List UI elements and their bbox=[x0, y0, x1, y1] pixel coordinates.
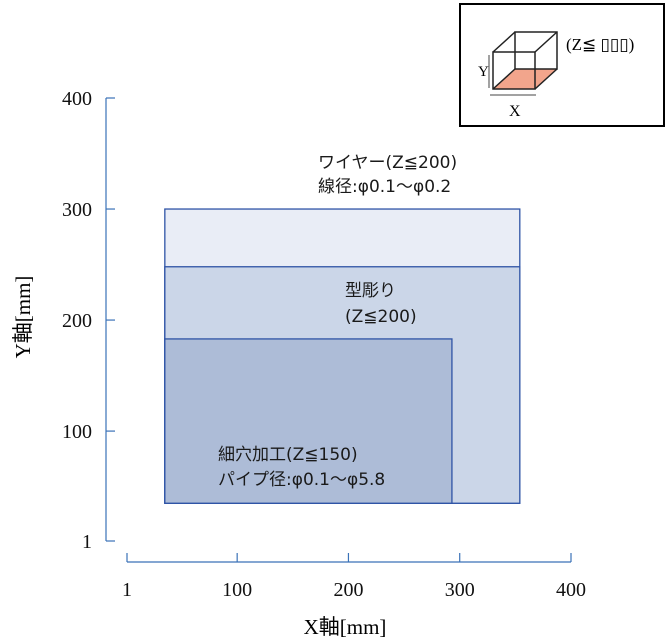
x-axis-label: X軸[mm] bbox=[304, 615, 387, 639]
region-labels-layer: ワイヤー(Z≦200) 線径:φ0.1～φ0.2 型彫り (Z≦200) 細穴加工(Z≦… bbox=[218, 153, 457, 490]
inset-frame bbox=[459, 3, 665, 127]
region-label-diesink-line2: (Z≦200) bbox=[345, 307, 417, 327]
axis-inset-legend: Y X (Z≦ ▯▯▯) bbox=[459, 3, 665, 127]
x-tick-label: 200 bbox=[333, 579, 363, 601]
region-label-smallhole-line2: パイプ径:φ0.1～φ5.8 bbox=[218, 470, 385, 490]
x-tick-label: 1 bbox=[122, 579, 132, 601]
y-axis-label: Y軸[mm] bbox=[11, 276, 35, 359]
inset-x-label: X bbox=[509, 103, 521, 120]
region-smallhole bbox=[164, 338, 453, 504]
regions-layer bbox=[164, 208, 521, 504]
y-tick-label: 200 bbox=[62, 310, 92, 332]
region-label-wire-line2: 線径:φ0.1～φ0.2 bbox=[318, 177, 451, 197]
inset-xy-plane bbox=[493, 69, 557, 89]
y-tick-label: 100 bbox=[62, 421, 92, 443]
y-tick-label: 300 bbox=[62, 199, 92, 221]
region-label-wire-line1: ワイヤー(Z≦200) bbox=[318, 153, 457, 173]
y-tick-label: 400 bbox=[62, 88, 92, 110]
region-label-diesink-line1: 型彫り bbox=[345, 281, 396, 301]
region-label-smallhole-line1: 細穴加工(Z≦150) bbox=[218, 445, 358, 465]
y-tick-label: 1 bbox=[82, 531, 92, 553]
inset-y-label: Y bbox=[478, 64, 489, 80]
x-tick-label: 300 bbox=[445, 579, 475, 601]
inset-z-label: (Z≦ ▯▯▯) bbox=[566, 35, 634, 54]
x-tick-label: 400 bbox=[556, 579, 586, 601]
x-tick-label: 100 bbox=[222, 579, 252, 601]
axes-layer: 1 100 200 300 400 1 100 200 300 400 bbox=[62, 88, 586, 601]
cube-icon bbox=[492, 31, 558, 90]
